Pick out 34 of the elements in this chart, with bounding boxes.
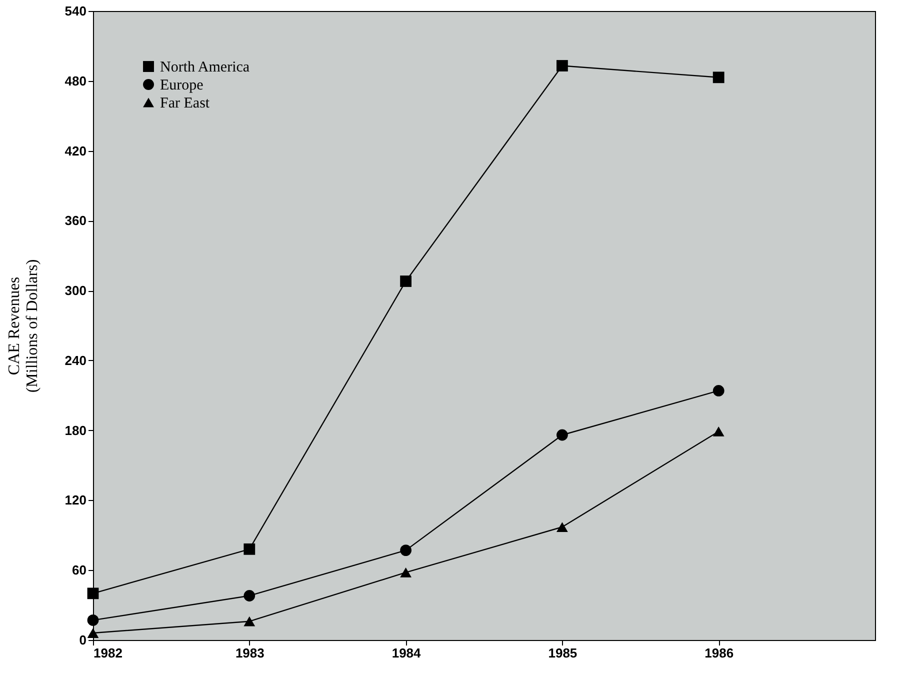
point — [712, 72, 724, 84]
y-tick-label: 480 — [64, 73, 86, 88]
point — [400, 276, 412, 287]
y-tick-label: 120 — [64, 492, 86, 508]
y-tick-label: 180 — [64, 422, 86, 438]
point — [556, 522, 568, 532]
point — [87, 588, 99, 600]
x-tick-label: 1985 — [548, 646, 578, 660]
x-tick-label: 1982 — [94, 646, 122, 660]
y-tick-label: 240 — [64, 352, 86, 368]
x-tick-label: 1986 — [704, 646, 734, 660]
legend-label: Europe — [160, 78, 204, 94]
point — [244, 616, 256, 626]
y-tick-label: 420 — [64, 143, 86, 158]
point — [87, 628, 99, 638]
point — [712, 426, 724, 436]
legend-label: North America — [160, 60, 250, 76]
y-tick-label: 540 — [64, 4, 86, 18]
x-tick-label: 1983 — [235, 646, 264, 660]
point — [400, 568, 412, 578]
point — [244, 543, 256, 555]
point — [712, 385, 724, 396]
y-axis-title: CAE Revenues (Millions of Dollars) — [6, 259, 41, 393]
point — [400, 544, 412, 556]
point — [556, 429, 568, 441]
x-tick-label: 1984 — [392, 646, 422, 660]
y-tick-label: 60 — [72, 562, 86, 578]
y-tick-label: 0 — [79, 632, 86, 648]
y-tick-label: 300 — [64, 283, 86, 298]
legend-label: Far East — [160, 96, 210, 112]
y-tick-label: 360 — [64, 213, 86, 228]
point — [244, 590, 256, 602]
point — [556, 60, 568, 72]
point — [87, 614, 99, 626]
